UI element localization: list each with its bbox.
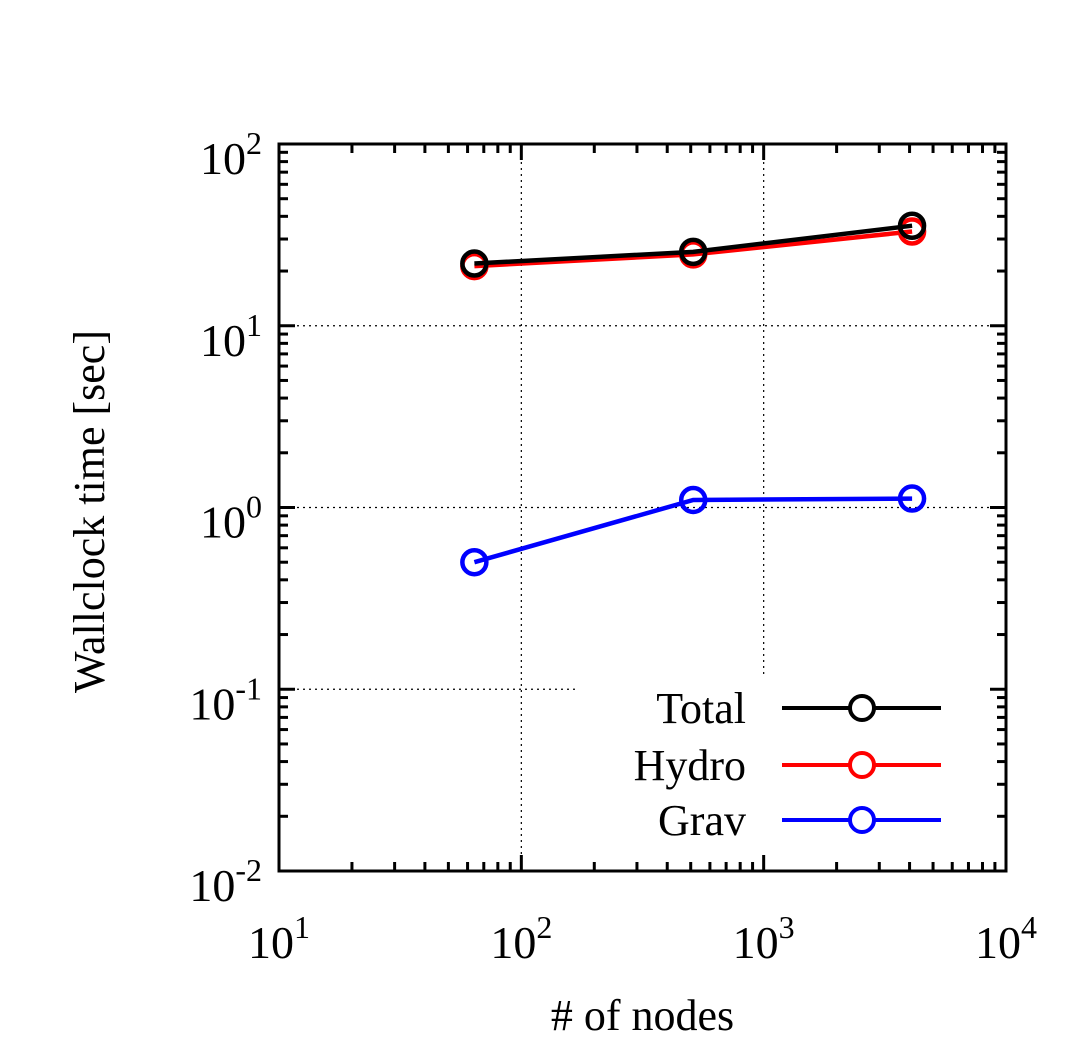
x-tick-label: 104 xyxy=(975,909,1037,968)
series-line-grav xyxy=(473,496,913,565)
series-grav xyxy=(460,484,927,577)
plot-frame xyxy=(277,142,1008,873)
series-line-total xyxy=(474,223,913,266)
legend-entry-total: Total xyxy=(656,684,941,733)
series-total xyxy=(460,211,927,278)
series-hydro xyxy=(460,217,927,281)
legend: Total Hydro Grav xyxy=(634,684,941,845)
legend-entry-hydro: Hydro xyxy=(634,741,941,790)
legend-marker xyxy=(848,806,876,834)
y-tick-label: 101 xyxy=(200,307,262,366)
x-tick-label: 101 xyxy=(248,909,310,968)
series-line-hydro xyxy=(474,229,913,269)
legend-label: Grav xyxy=(658,796,746,845)
y-axis-title: Wallclock time [sec] xyxy=(65,330,114,693)
x-axis-tick-labels: 101 102 103 104 xyxy=(248,909,1037,968)
series-lines xyxy=(460,211,927,577)
data-point-total xyxy=(897,211,927,240)
y-axis-tick-labels: 10-2 10-1 100 101 102 xyxy=(189,125,262,911)
legend-label: Hydro xyxy=(634,741,746,790)
legend-marker xyxy=(848,694,876,722)
legend-entry-grav: Grav xyxy=(658,796,941,845)
data-point-grav xyxy=(678,485,708,515)
data-point-total xyxy=(678,237,708,267)
data-point-total xyxy=(460,249,489,278)
y-tick-label: 102 xyxy=(200,125,262,184)
y-tick-label: 100 xyxy=(200,489,262,548)
data-point-grav xyxy=(460,547,489,577)
x-axis-title: # of nodes xyxy=(551,991,734,1040)
x-tick-label: 103 xyxy=(733,909,795,968)
x-tick-label: 102 xyxy=(490,909,552,968)
data-point-grav xyxy=(897,484,927,513)
y-tick-label: 10-2 xyxy=(189,852,262,911)
y-tick-label: 10-1 xyxy=(189,670,262,729)
legend-marker xyxy=(848,751,876,779)
legend-label: Total xyxy=(656,684,746,733)
